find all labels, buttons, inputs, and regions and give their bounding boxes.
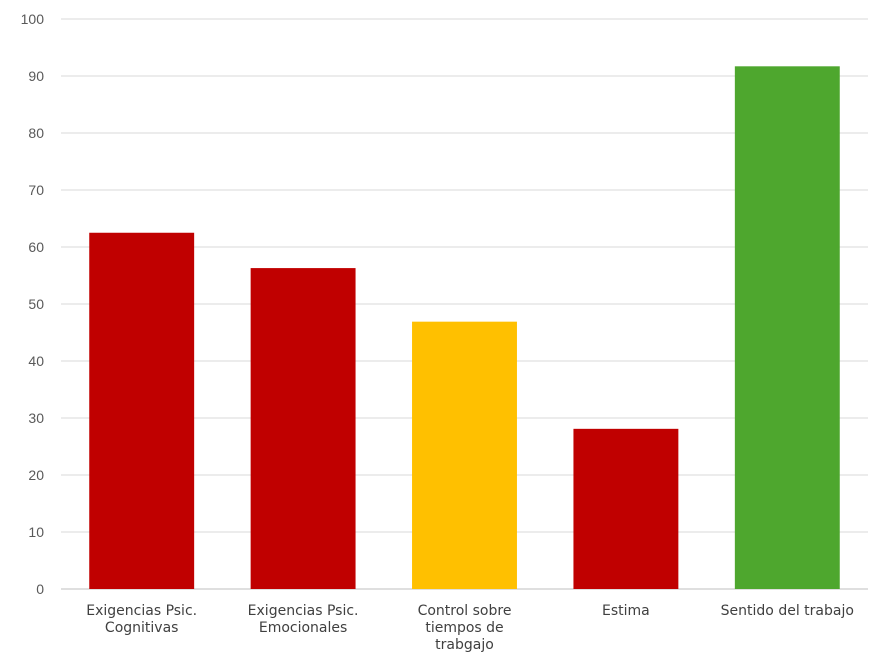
y-tick-label: 10 (28, 524, 44, 540)
y-axis-tick-labels: 0 10 20 30 40 50 60 70 80 90 100 (21, 11, 45, 597)
x-category-label: Sentido del trabajo (721, 603, 854, 619)
x-category-label: Control sobre tiempos de trabgajo (418, 603, 512, 653)
y-tick-label: 70 (28, 182, 44, 198)
bars (89, 66, 840, 589)
x-category-label: Exigencias Psic. Emocionales (248, 603, 359, 636)
y-tick-label: 0 (36, 581, 44, 597)
y-tick-label: 80 (28, 125, 44, 141)
y-tick-label: 90 (28, 68, 44, 84)
x-category-label: Estima (602, 603, 650, 619)
y-tick-label: 40 (28, 353, 44, 369)
y-tick-label: 50 (28, 296, 44, 312)
bar (412, 321, 517, 589)
bar (734, 66, 840, 589)
bar (573, 428, 679, 589)
y-tick-label: 100 (21, 11, 45, 27)
y-tick-label: 30 (28, 410, 44, 426)
y-tick-label: 20 (28, 467, 44, 483)
y-tick-label: 60 (28, 239, 44, 255)
bar (250, 268, 356, 589)
x-axis-category-labels: Exigencias Psic. Cognitivas Exigencias Psi… (86, 603, 854, 653)
x-category-label: Exigencias Psic. Cognitivas (86, 603, 197, 636)
bar (89, 232, 195, 589)
